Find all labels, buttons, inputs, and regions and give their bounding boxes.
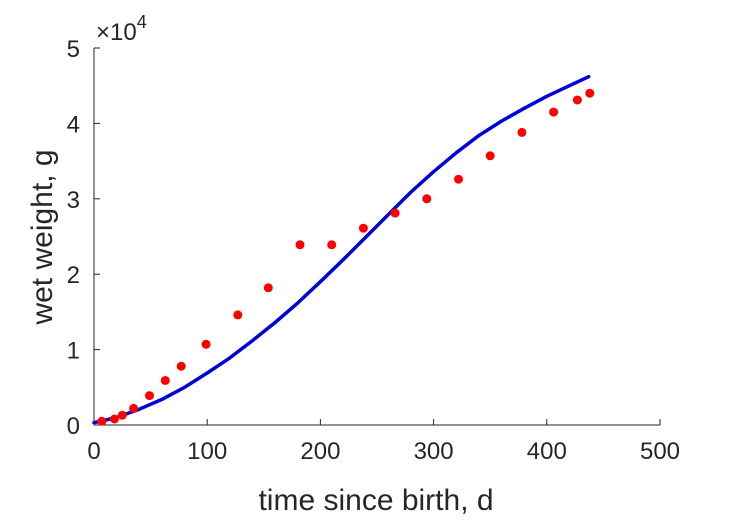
- y-tick-labels: 0 1 2 3 4 5: [67, 36, 80, 440]
- data-point: [358, 223, 368, 233]
- y-axis-label: wet weight, g: [26, 149, 59, 325]
- data-point: [454, 174, 463, 184]
- x-tick-label: 300: [414, 438, 454, 465]
- axes: [93, 47, 661, 426]
- y-tick-label: 2: [67, 262, 80, 289]
- data-point: [176, 361, 186, 371]
- data-point: [145, 391, 154, 401]
- data-point: [263, 283, 273, 293]
- x-tick-label: 500: [640, 438, 680, 465]
- data-point: [129, 403, 139, 413]
- x-tick-label: 0: [87, 438, 100, 465]
- x-axis-label: time since birth, d: [258, 484, 493, 517]
- x-tick-label: 100: [187, 438, 227, 465]
- y-multiplier-base: ×10: [96, 19, 137, 46]
- data-point: [160, 376, 170, 385]
- fit-line: [92, 74, 591, 425]
- data-point: [390, 208, 400, 218]
- x-tick-label: 200: [300, 438, 340, 465]
- data-point: [549, 107, 559, 117]
- x-tick-label: 400: [527, 438, 567, 465]
- y-tick-label: 0: [67, 413, 80, 440]
- data-point: [97, 416, 107, 426]
- data-point: [233, 310, 243, 320]
- data-point: [517, 127, 527, 137]
- y-tick-label: 5: [67, 36, 80, 63]
- y-multiplier-power: 4: [137, 12, 147, 32]
- data-point: [117, 410, 127, 420]
- x-tick-labels: 0 100 200 300 400 500: [87, 438, 680, 465]
- y-tick-label: 4: [67, 111, 80, 138]
- data-point: [585, 88, 595, 98]
- data-point: [295, 240, 305, 250]
- y-axis-multiplier: ×104: [96, 12, 147, 46]
- y-tick-label: 3: [67, 187, 80, 214]
- data-point: [109, 414, 119, 424]
- data-points-series: [97, 88, 595, 426]
- fit-line-series: [92, 74, 591, 425]
- y-tick-label: 1: [67, 338, 80, 365]
- data-point: [327, 240, 337, 250]
- data-point: [572, 95, 582, 105]
- data-point: [422, 194, 432, 204]
- data-point: [201, 339, 211, 349]
- data-point: [485, 151, 495, 161]
